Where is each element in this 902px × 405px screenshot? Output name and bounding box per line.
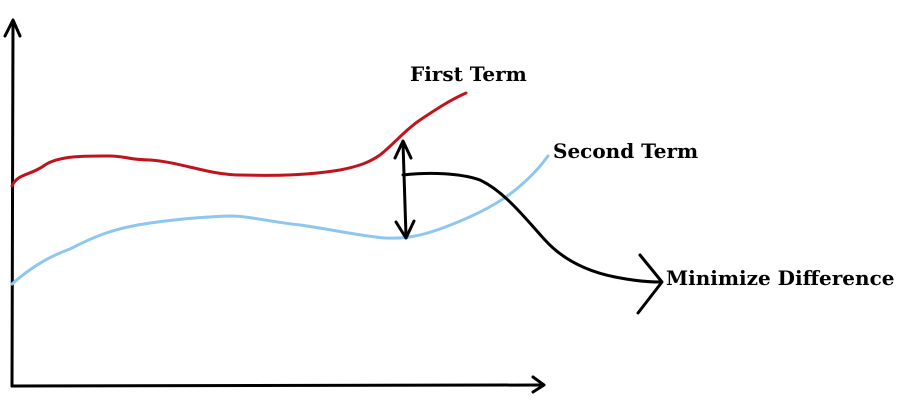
difference-arrowhead-top [393, 139, 413, 160]
axes [3, 18, 546, 394]
difference-connector [401, 171, 662, 284]
x-axis [10, 383, 544, 388]
first-term-label: First Term [410, 62, 527, 86]
connector-arrowhead [636, 253, 664, 315]
y-axis-arrowhead [3, 18, 22, 38]
x-axis-arrowhead [531, 375, 546, 394]
second-term-label: Second Term [553, 139, 699, 163]
minimize-difference-label: Minimize Difference [666, 266, 895, 290]
second-term-curve [10, 154, 550, 286]
y-axis [10, 20, 15, 388]
difference-arrowhead-bottom [394, 219, 416, 240]
first-term-curve [10, 91, 468, 188]
difference-double-arrow [401, 141, 408, 238]
difference-marker [393, 139, 664, 315]
